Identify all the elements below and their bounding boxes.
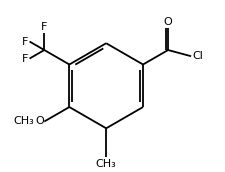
- Text: O: O: [163, 17, 172, 26]
- Text: F: F: [22, 53, 29, 63]
- Text: F: F: [41, 22, 47, 32]
- Text: Cl: Cl: [192, 51, 202, 61]
- Text: F: F: [22, 36, 29, 47]
- Text: O: O: [35, 116, 44, 126]
- Text: CH₃: CH₃: [95, 159, 116, 169]
- Text: CH₃: CH₃: [13, 116, 34, 126]
